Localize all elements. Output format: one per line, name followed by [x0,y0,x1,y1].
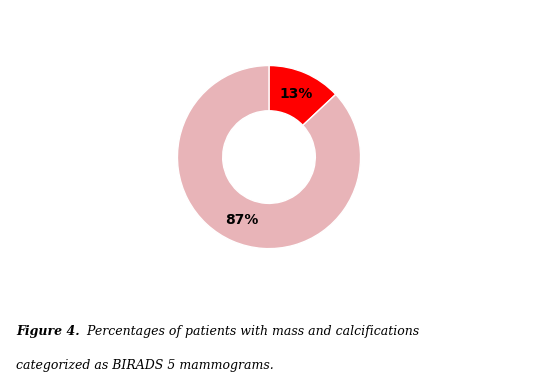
Text: 13%: 13% [280,87,313,101]
Wedge shape [269,65,336,125]
Text: Percentages of patients with mass and calcifications: Percentages of patients with mass and ca… [83,325,420,338]
Text: Figure 4.: Figure 4. [16,325,80,338]
Legend: DCIS calcifcations, Malignant mass: DCIS calcifcations, Malignant mass [133,0,405,3]
Text: 87%: 87% [225,213,258,227]
Wedge shape [178,65,360,249]
Text: categorized as BIRADS 5 mammograms.: categorized as BIRADS 5 mammograms. [16,359,274,372]
